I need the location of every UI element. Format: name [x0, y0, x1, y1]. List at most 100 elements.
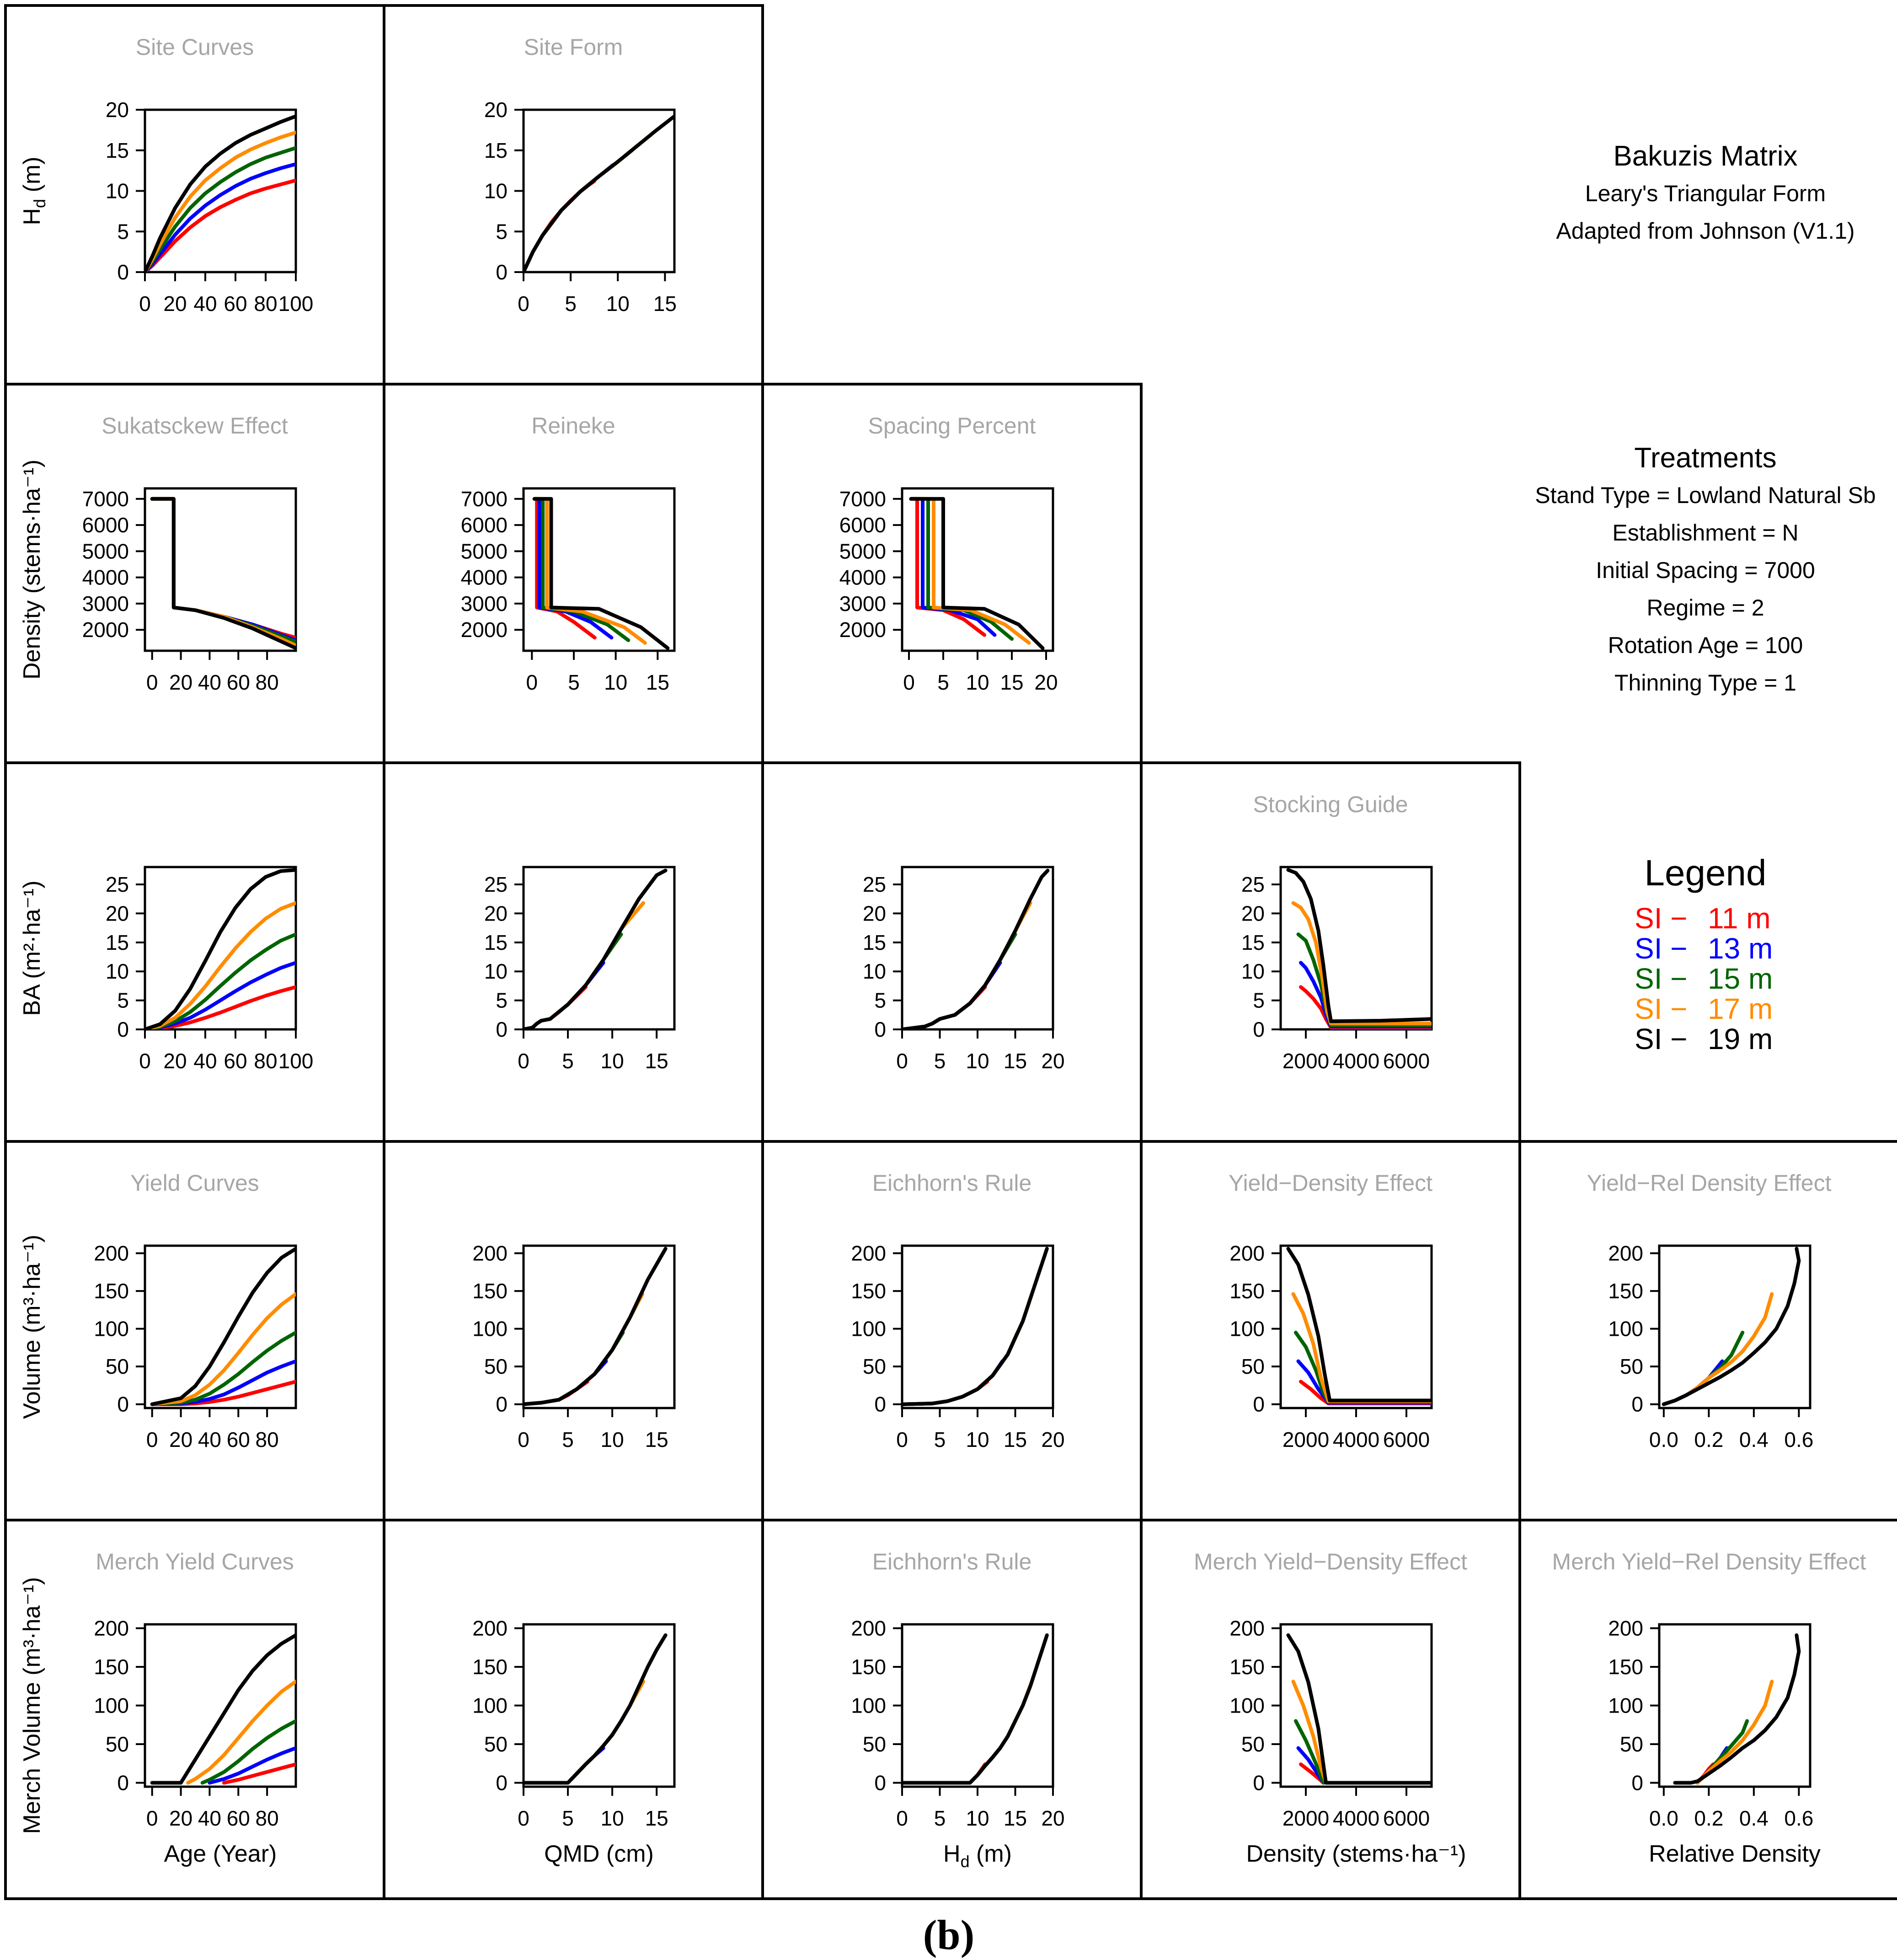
x-tick-label: 80: [254, 292, 277, 316]
chart: Yield Curves 0 20 40 60 80 0 50 100 150 200 Volume …: [19, 1170, 297, 1451]
y-tick-label: 5: [496, 989, 508, 1012]
legend-label: SI −: [1635, 992, 1688, 1025]
y-tick-label: 0: [117, 1392, 129, 1416]
x-tick-label: 80: [256, 1428, 279, 1451]
legend-heading: Legend: [1645, 852, 1767, 893]
x-tick-label: 0.4: [1739, 1428, 1769, 1451]
chart: Merch Yield−Density Effect 2000 4000 6000 0 5…: [1194, 1549, 1467, 1867]
y-tick-label: 10: [106, 959, 129, 983]
x-tick-label: 10: [604, 670, 627, 694]
series-line: [145, 932, 296, 1029]
y-tick-label: 150: [1229, 1279, 1265, 1303]
x-tick-label: 15: [1004, 1806, 1027, 1830]
y-tick-label: 100: [94, 1694, 129, 1718]
y-tick-label: 0: [874, 1017, 886, 1041]
y-tick-label: 200: [851, 1616, 886, 1640]
plot-frame: [1658, 1244, 1812, 1409]
chart: Yield−Rel Density Effect 0.0 0.2 0.4 0.6 0 50 1…: [1587, 1170, 1832, 1451]
x-tick-label: 2000: [1282, 1806, 1329, 1830]
matrix-panel: [4, 761, 385, 1143]
y-tick-label: 4000: [461, 566, 508, 589]
y-tick-label: 200: [1608, 1242, 1643, 1265]
y-tick-label: 50: [106, 1732, 129, 1756]
y-tick-label: 20: [106, 901, 129, 925]
y-tick-label: 150: [1229, 1655, 1265, 1679]
y-tick-label: 200: [1608, 1616, 1643, 1640]
x-tick-label: 80: [256, 670, 279, 694]
legend-label: SI −: [1635, 1023, 1688, 1055]
y-tick-label: 150: [94, 1655, 129, 1679]
x-tick-label: 0: [896, 1428, 908, 1451]
plot-frame: [144, 1244, 297, 1409]
treatments-heading: Treatments: [1634, 442, 1776, 474]
treatment-line: Establishment = N: [1612, 520, 1798, 546]
x-tick-label: 6000: [1383, 1806, 1430, 1830]
x-tick-label: 15: [645, 1806, 668, 1830]
y-tick-label: 20: [863, 901, 886, 925]
y-tick-label: 5000: [461, 539, 508, 563]
matrix-panel: [761, 1140, 1143, 1521]
y-tick-label: 50: [1241, 1355, 1265, 1378]
x-tick-label: 0: [139, 1049, 151, 1073]
chart: Merch Yield Curves 0 20 40 60 80 0 50 100 150 200 M…: [19, 1549, 297, 1867]
x-tick-label: 100: [278, 1049, 314, 1073]
x-tick-label: 5: [937, 670, 949, 694]
chart: Stocking Guide 2000 4000 6000 0 5 10 15 20 25: [1241, 792, 1433, 1073]
series-line: [1294, 1719, 1325, 1785]
y-tick-label: 15: [484, 139, 508, 162]
x-tick-label: 100: [278, 292, 314, 316]
series-line: [524, 1247, 668, 1406]
x-tick-label: 20: [163, 292, 187, 316]
y-tick-label: 15: [863, 931, 886, 954]
plot-frame: [522, 487, 676, 652]
chart-title: Reineke: [531, 413, 615, 439]
x-tick-label: 0: [518, 292, 529, 316]
y-tick-label: 0: [1631, 1771, 1643, 1795]
series-line: [150, 497, 296, 650]
x-tick-label: 4000: [1333, 1049, 1379, 1073]
matrix-panel: [1518, 1519, 1897, 1900]
x-tick-label: 20: [169, 1428, 192, 1451]
matrix-panel: [383, 1519, 764, 1900]
treatment-line: Thinning Type = 1: [1614, 670, 1796, 696]
x-tick-label: 0.0: [1649, 1428, 1678, 1451]
info-subtitle-1: Leary's Triangular Form: [1585, 181, 1826, 206]
series-line: [1286, 1633, 1432, 1785]
x-tick-label: 20: [163, 1049, 187, 1073]
chart-title: Sukatsckew Effect: [102, 413, 288, 439]
y-tick-label: 5: [496, 220, 508, 243]
y-tick-label: 25: [106, 873, 129, 896]
y-axis-label: Hd (m): [19, 157, 49, 225]
x-tick-label: 5: [934, 1806, 946, 1830]
x-tick-label: 0.2: [1694, 1428, 1723, 1451]
series-line: [524, 1633, 668, 1785]
y-tick-label: 150: [851, 1655, 886, 1679]
x-tick-label: 5: [562, 1049, 574, 1073]
chart-title: Merch Yield−Rel Density Effect: [1552, 1549, 1866, 1574]
x-tick-label: 15: [646, 670, 669, 694]
matrix-panel: [4, 1519, 385, 1900]
y-tick-label: 150: [94, 1279, 129, 1303]
y-tick-label: 0: [496, 260, 508, 284]
x-tick-label: 2000: [1282, 1428, 1329, 1451]
y-tick-label: 0: [1253, 1392, 1265, 1416]
series-line: [909, 497, 1045, 650]
y-tick-label: 100: [472, 1694, 508, 1718]
x-tick-label: 60: [227, 1806, 250, 1830]
plot-frame: [522, 1244, 676, 1409]
chart-title: Site Curves: [136, 34, 254, 60]
chart: 0 5 10 15 20 0 5 10 15 20 25: [863, 866, 1065, 1073]
x-tick-label: 20: [1034, 670, 1058, 694]
y-tick-label: 25: [484, 873, 508, 896]
x-tick-label: 0: [518, 1049, 529, 1073]
y-tick-label: 50: [863, 1355, 886, 1378]
y-tick-label: 50: [484, 1732, 508, 1756]
x-tick-label: 5: [934, 1428, 946, 1451]
series-line: [150, 1633, 296, 1785]
info-subtitle-2: Adapted from Johnson (V1.1): [1556, 218, 1854, 244]
